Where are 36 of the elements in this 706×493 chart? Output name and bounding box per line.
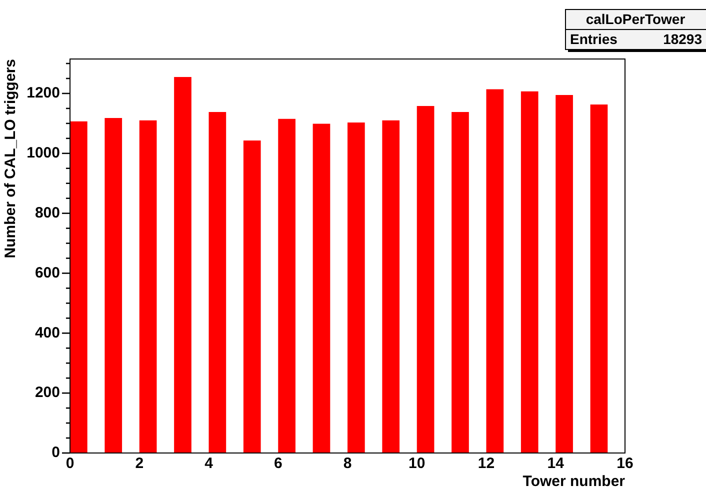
x-tick-label: 10 (408, 455, 426, 472)
x-axis-title: Tower number (522, 473, 626, 490)
bar (278, 118, 296, 453)
bar (382, 120, 400, 453)
x-tick-label: 4 (204, 455, 214, 472)
bar (486, 89, 504, 453)
text: calLoPerTower (586, 10, 686, 27)
bar (416, 106, 434, 453)
y-tick-label: 800 (34, 204, 60, 222)
bar (312, 124, 330, 453)
bar (556, 94, 573, 453)
bar (174, 76, 192, 453)
y-tick-label: 0 (52, 444, 60, 462)
x-tick-label: 12 (478, 455, 495, 472)
bar (590, 104, 608, 453)
x-tick-label: 8 (343, 455, 352, 472)
bar (348, 122, 365, 453)
bar (104, 118, 122, 453)
x-tick-label: 0 (66, 455, 74, 472)
y-tick-label: 1200 (26, 84, 60, 102)
x-tick-label: 2 (135, 455, 144, 472)
y-tick-label: 200 (34, 384, 60, 402)
x-tick-label: 6 (274, 455, 282, 472)
y-tick-label: 600 (34, 264, 60, 282)
x-tick-label: 16 (616, 455, 634, 472)
x-tick-label: 14 (547, 455, 565, 472)
y-tick-label: 400 (34, 324, 60, 342)
bar (208, 112, 226, 453)
bar (243, 140, 261, 453)
bar (520, 91, 538, 453)
bar (139, 120, 157, 453)
y-axis-title: Number of CAL_LO triggers (2, 59, 20, 258)
y-tick-label: 1000 (26, 144, 60, 162)
bar (452, 112, 469, 453)
text: Entries 18293 (570, 30, 702, 47)
bar (70, 121, 88, 453)
